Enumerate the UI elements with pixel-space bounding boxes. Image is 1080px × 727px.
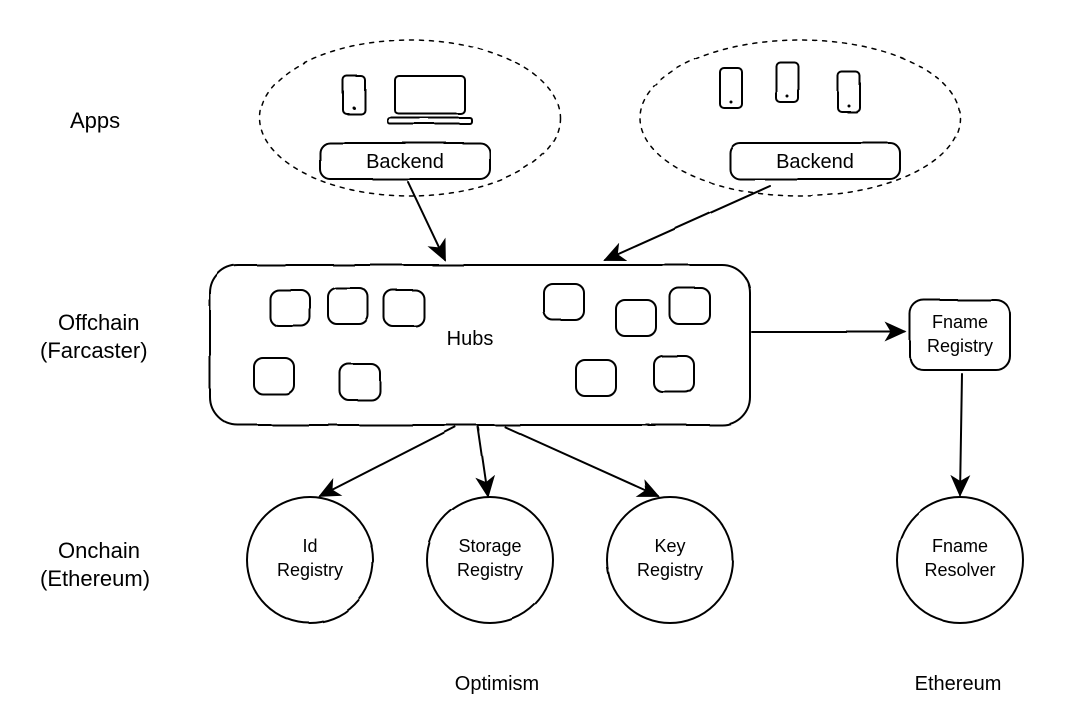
arrow-hubs-to-id-registry <box>320 427 455 496</box>
device-laptop-left <box>388 76 472 124</box>
backend-box-left: Backend <box>320 143 490 179</box>
section-label-offchain-2: (Farcaster) <box>40 338 148 363</box>
id-registry-node: Id Registry <box>247 497 373 623</box>
hub-node <box>654 356 694 392</box>
storage-registry-label-2: Registry <box>457 560 523 580</box>
section-label-offchain-1: Offchain <box>58 310 140 335</box>
hub-node <box>670 288 710 324</box>
id-registry-label-2: Registry <box>277 560 343 580</box>
fname-registry-label-2: Registry <box>927 336 993 356</box>
device-phone-right-2 <box>776 62 798 102</box>
ethereum-label: Ethereum <box>915 673 1002 695</box>
arrow-hubs-to-key-registry <box>505 427 658 496</box>
backend-label-right: Backend <box>776 151 854 173</box>
arrow-backend-right-to-hubs <box>605 186 770 260</box>
fname-registry-label-1: Fname <box>932 312 988 332</box>
fname-resolver-node: Fname Resolver <box>897 497 1023 623</box>
hubs-label: Hubs <box>447 328 494 350</box>
fname-resolver-label-1: Fname <box>932 536 988 556</box>
key-registry-label-2: Registry <box>637 560 703 580</box>
device-phone-right-1 <box>720 68 742 108</box>
hub-node <box>544 284 584 320</box>
optimism-label: Optimism <box>455 673 539 695</box>
hub-node <box>576 360 616 396</box>
hub-node <box>328 288 368 324</box>
storage-registry-node: Storage Registry <box>427 497 553 623</box>
key-registry-node: Key Registry <box>607 497 733 623</box>
fname-registry-box: Fname Registry <box>910 300 1010 370</box>
hub-node <box>340 364 380 400</box>
device-phone-right-3 <box>838 72 860 112</box>
arrows <box>320 182 962 496</box>
hub-node <box>270 290 310 326</box>
fname-resolver-label-2: Resolver <box>924 560 995 580</box>
hub-node <box>384 290 424 326</box>
backend-label-left: Backend <box>366 151 444 173</box>
backend-box-right: Backend <box>730 143 900 179</box>
arrow-fname-registry-to-resolver <box>960 374 962 495</box>
device-phone-left <box>343 76 365 114</box>
section-label-onchain-1: Onchain <box>58 538 140 563</box>
section-label-apps: Apps <box>70 108 120 133</box>
hub-node <box>254 358 294 394</box>
hub-node <box>616 300 656 336</box>
section-label-onchain-2: (Ethereum) <box>40 566 150 591</box>
key-registry-label-1: Key <box>654 536 685 556</box>
arrow-hubs-to-storage-registry <box>478 427 488 496</box>
storage-registry-label-1: Storage <box>458 536 521 556</box>
id-registry-label-1: Id <box>302 536 317 556</box>
